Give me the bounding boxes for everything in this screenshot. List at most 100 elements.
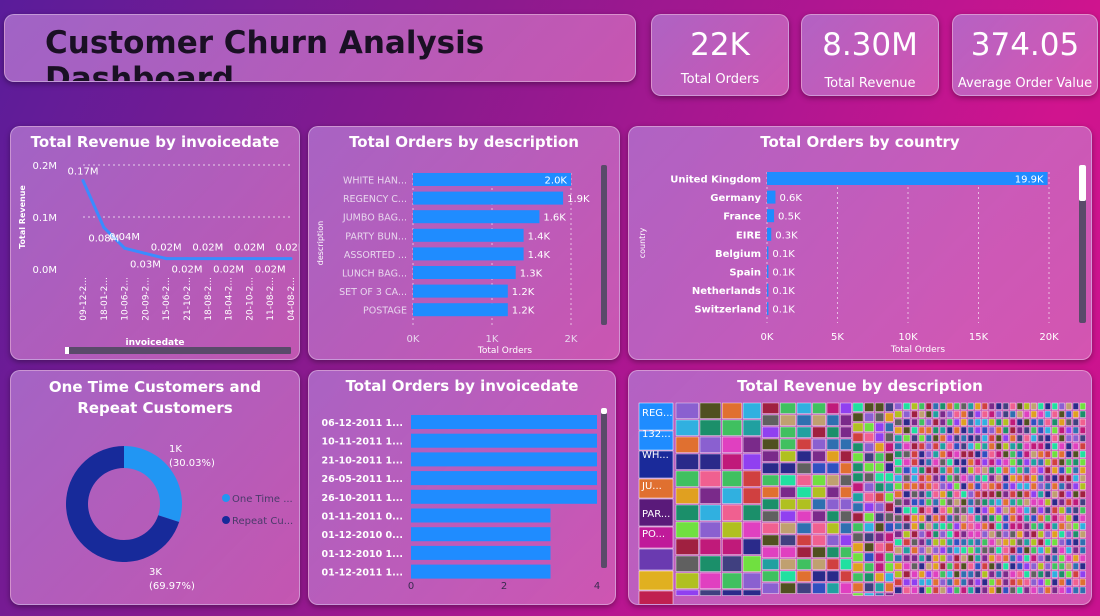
customers-donut-card[interactable]: One Time Customers and Repeat Customers … (10, 370, 300, 605)
treemap-cell (995, 578, 1002, 586)
y-tick-label: 0.0M (32, 265, 57, 276)
treemap-cell (939, 450, 946, 458)
treemap-cell (939, 514, 946, 522)
kpi-average-order-value[interactable]: 374.05 Average Order Value (952, 14, 1098, 96)
treemap-cell (981, 546, 988, 554)
x-tick-label: 20-10-2... (245, 277, 255, 321)
data-label: 0.04M (109, 232, 140, 243)
treemap-cell (780, 510, 796, 522)
treemap-cell (675, 538, 699, 555)
treemap-cell (1065, 434, 1072, 442)
treemap-cell (1058, 506, 1065, 514)
treemap-cell (1016, 402, 1023, 410)
treemap-cell (675, 521, 699, 538)
treemap-cell (638, 590, 674, 604)
category-label: SET OF 3 CA... (339, 287, 407, 298)
treemap-cell (1065, 538, 1072, 546)
treemap-cell (1072, 498, 1079, 506)
category-label: 01-12-2011 1... (321, 568, 403, 579)
treemap-cell (1002, 482, 1009, 490)
category-label: POSTAGE (363, 306, 407, 317)
treemap-cell (939, 458, 946, 466)
treemap-cell (826, 510, 840, 522)
treemap-cell (995, 514, 1002, 522)
treemap-cell (864, 532, 875, 542)
kpi-total-orders[interactable]: 22K Total Orders (651, 14, 789, 96)
treemap-cell (826, 402, 840, 414)
customers-donut-chart[interactable]: 1K (30.03%) 3K (69.97%) One Time ... Repeat C… (11, 371, 299, 604)
orders-date-bar-chart[interactable]: 0 2 4 06-12-2011 1... 10-11-2011 1... 21-10-2… (309, 371, 615, 604)
treemap-cell (918, 578, 925, 586)
treemap-cell (974, 530, 981, 538)
treemap-cell (911, 482, 918, 490)
treemap-cell (953, 506, 960, 514)
orders-description-bar-chart[interactable]: 0K 1K 2K WHITE HAN... 2.0K REGENCY C... 1.9K JU… (309, 127, 619, 359)
treemap-cell (995, 434, 1002, 442)
treemap-cell (967, 530, 974, 538)
treemap-cell (925, 466, 932, 474)
treemap-cell (939, 530, 946, 538)
treemap-cell (960, 402, 967, 410)
revenue-treemap[interactable]: REG... 132... WH... JU... PAR... PO... (629, 371, 1091, 604)
treemap-cell (918, 466, 925, 474)
treemap-cell (960, 578, 967, 586)
treemap-cell (918, 498, 925, 506)
treemap-cell (1058, 474, 1065, 482)
treemap-cell (812, 582, 826, 594)
treemap-cell (1023, 578, 1030, 586)
category-label: Spain (729, 268, 761, 279)
treemap-cell (925, 402, 932, 410)
treemap-cell (885, 492, 894, 502)
treemap-cell (796, 534, 812, 546)
revenue-by-date-card[interactable]: Total Revenue by invoicedate 0.0M 0.1M 0.2… (10, 126, 300, 360)
treemap-cell (699, 402, 722, 419)
treemap-cell (1016, 482, 1023, 490)
treemap-cell (995, 450, 1002, 458)
orders-country-bar-chart[interactable]: 0K 5K 10K 15K 20K United Kingdom 19.9K Germany 0… (629, 127, 1091, 359)
orders-by-date-card[interactable]: Total Orders by invoicedate 0 2 4 06-12-201… (308, 370, 616, 605)
treemap-cell (894, 578, 903, 586)
treemap-cell (918, 434, 925, 442)
treemap-cell (742, 555, 762, 572)
donut-slice (124, 446, 183, 523)
treemap-cell (1009, 586, 1016, 594)
treemap-cell (864, 412, 875, 422)
treemap-cell (812, 546, 826, 558)
treemap-cell (885, 442, 894, 452)
orders-by-country-card[interactable]: Total Orders by country 0K 5K 10K 15K 20K Uni… (628, 126, 1092, 360)
treemap-cell (742, 419, 762, 436)
treemap-cell (826, 414, 840, 426)
treemap-cell (932, 410, 939, 418)
treemap-cell (1023, 570, 1030, 578)
treemap-cell (875, 502, 885, 512)
treemap-cell (1058, 450, 1065, 458)
x-tick-label: 1K (486, 334, 499, 345)
kpi-total-revenue[interactable]: 8.30M Total Revenue (801, 14, 939, 96)
treemap-cell (974, 570, 981, 578)
treemap-cell (1051, 458, 1058, 466)
data-label: 0.02M (172, 265, 203, 276)
treemap-cell (780, 462, 796, 474)
treemap-cell (852, 472, 864, 482)
data-point (143, 251, 147, 255)
x-tick-label: 10-06-2... (121, 277, 131, 321)
treemap-cell (1065, 586, 1072, 594)
treemap-cell (925, 522, 932, 530)
treemap-cell (1044, 410, 1051, 418)
treemap-cell (812, 450, 826, 462)
bar (413, 228, 524, 242)
treemap-cell (967, 490, 974, 498)
treemap-cell (1079, 562, 1086, 570)
treemap-cell (903, 538, 911, 546)
treemap-cell (852, 572, 864, 582)
treemap-cell (953, 546, 960, 554)
treemap-cell (1030, 586, 1037, 594)
treemap-cell (967, 554, 974, 562)
treemap-cell (1051, 530, 1058, 538)
category-label: 06-12-2011 1... (321, 418, 403, 429)
revenue-treemap-card[interactable]: Total Revenue by description REG... 132..… (628, 370, 1092, 605)
treemap-cell (1030, 450, 1037, 458)
orders-by-description-card[interactable]: Total Orders by description 0K 1K 2K WHITE … (308, 126, 620, 360)
treemap-label: PAR... (642, 509, 670, 520)
